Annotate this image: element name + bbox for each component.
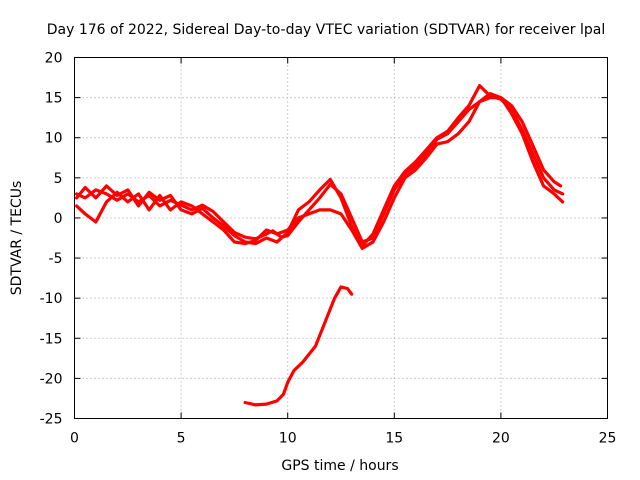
x-tick-label: 5 (177, 431, 186, 447)
x-tick-label: 15 (385, 431, 403, 447)
y-tick-label: -15 (40, 331, 63, 347)
series-track-1 (75, 96, 563, 244)
series-track-2 (75, 92, 565, 250)
series-track-3 (75, 84, 565, 248)
y-tick-label: 0 (54, 211, 63, 227)
plot-frame (74, 57, 608, 419)
chart-title: Day 176 of 2022, Sidereal Day-to-day VTE… (47, 22, 605, 38)
y-tick-label: -5 (49, 251, 63, 267)
series-track-4 (243, 285, 354, 407)
axis-ticks: 0 5 10 15 20 25 20 15 10 5 0 -5 -10 -15 -20 -25 (40, 51, 617, 447)
y-tick-label: -20 (40, 371, 63, 387)
x-tick-label: 0 (70, 431, 79, 447)
y-tick-label: 10 (45, 131, 63, 147)
y-axis-label: SDTVAR / TECUs (9, 181, 25, 296)
data-series (75, 84, 565, 407)
x-tick-label: 20 (492, 431, 510, 447)
y-tick-label: 15 (45, 91, 63, 107)
x-tick-label: 10 (279, 431, 297, 447)
grid-lines (74, 57, 608, 419)
x-tick-label: 25 (599, 431, 617, 447)
y-tick-label: 20 (45, 51, 63, 67)
y-tick-label: -10 (40, 291, 63, 307)
y-tick-label: 5 (54, 171, 63, 187)
x-axis-label: GPS time / hours (281, 458, 398, 474)
y-tick-label: -25 (40, 412, 63, 428)
